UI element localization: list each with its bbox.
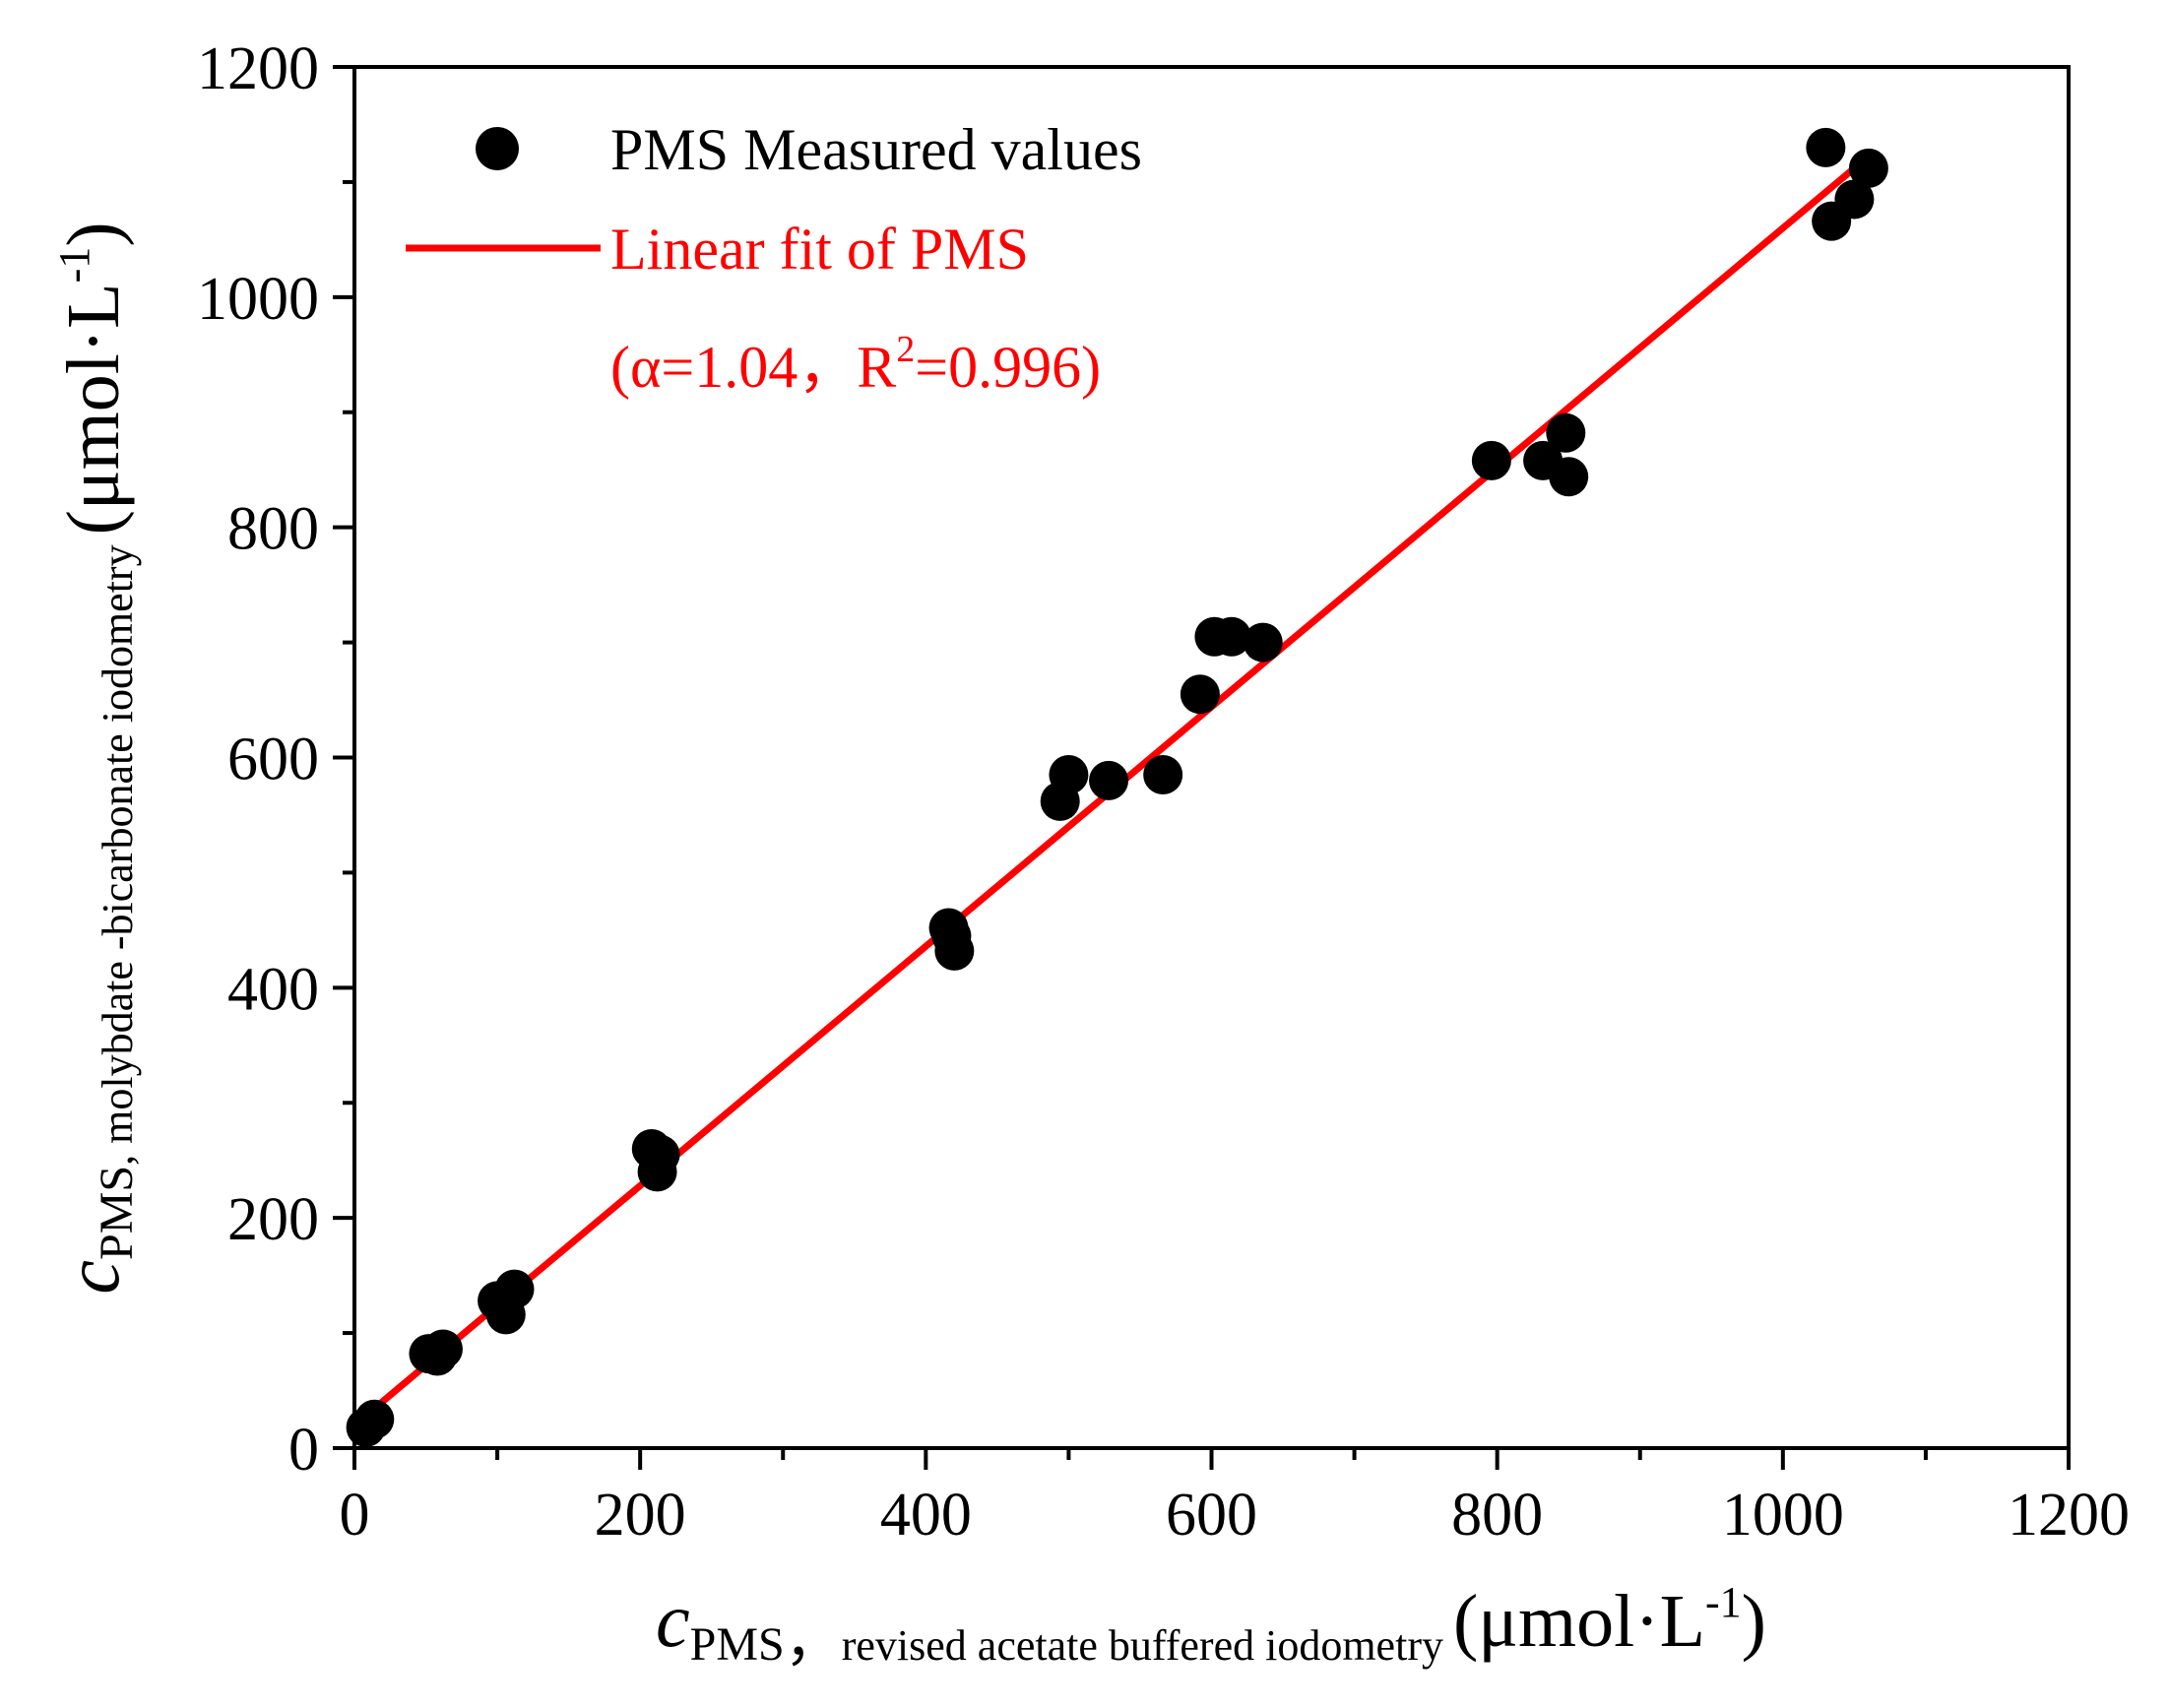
data-point: [1211, 616, 1251, 657]
data-point: [1546, 412, 1586, 453]
data-point: [1549, 457, 1589, 497]
data-point: [1848, 148, 1888, 188]
data-point: [637, 1152, 677, 1192]
data-point: [1143, 755, 1183, 795]
y-tick-label: 800: [227, 496, 319, 563]
x-tick-label: 200: [595, 1482, 686, 1549]
x-tick-label: 1200: [2008, 1482, 2130, 1549]
y-tick-label: 1200: [197, 35, 319, 102]
axis-ticks: [333, 65, 2071, 1470]
axis-tick-labels: 0 200 400 600 800 1000 1200 0 200 400 600 800 1000 12…: [197, 35, 2130, 1549]
x-axis-title: cPMS，revised acetate buffered iodometry(…: [656, 1577, 1766, 1673]
legend-marker-scatter: [476, 127, 519, 170]
data-points-layer: [346, 127, 1888, 1447]
x-tick-label: 600: [1166, 1482, 1257, 1549]
data-point: [1806, 127, 1846, 167]
x-tick-label: 1000: [1722, 1482, 1844, 1549]
data-point: [1089, 760, 1129, 800]
data-point: [422, 1329, 463, 1369]
data-point: [1180, 674, 1220, 715]
y-tick-label: 0: [288, 1417, 319, 1484]
fit-annotation: (α=1.04，R2=0.996): [610, 329, 1101, 400]
y-tick-label: 400: [227, 956, 319, 1023]
legend-label-fit: Linear fit of PMS: [610, 217, 1029, 282]
legend-label-measured: PMS Measured values: [610, 117, 1142, 182]
data-point: [354, 1399, 395, 1439]
data-point: [494, 1269, 535, 1309]
x-tick-label: 800: [1451, 1482, 1543, 1549]
y-tick-label: 600: [227, 727, 319, 793]
legend: PMS Measured values Linear fit of PMS (α…: [406, 117, 1142, 400]
data-point: [1471, 440, 1511, 480]
y-axis-title: cPMS, molybdate -bicarbonate iodometry(μ…: [49, 221, 143, 1294]
y-tick-label: 1000: [197, 266, 319, 333]
data-point: [1049, 755, 1089, 795]
data-point: [1834, 179, 1875, 220]
data-point: [934, 930, 975, 971]
x-tick-label: 0: [340, 1482, 370, 1549]
data-point: [1243, 622, 1283, 663]
x-tick-label: 400: [880, 1482, 972, 1549]
y-tick-label: 200: [227, 1186, 319, 1253]
